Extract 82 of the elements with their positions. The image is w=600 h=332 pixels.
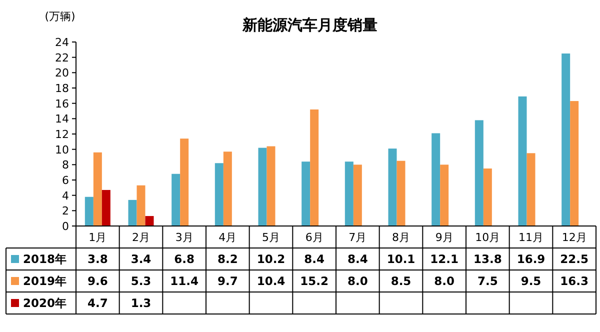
bar: [440, 164, 449, 226]
x-tick-label: 1月: [88, 231, 107, 244]
data-label: 3.4: [130, 252, 152, 266]
data-label: 1.3: [130, 296, 152, 310]
y-tick-label: 0: [62, 220, 69, 233]
data-label: 3.8: [87, 252, 108, 266]
bar: [258, 148, 267, 226]
bar: [562, 54, 570, 226]
bar: [310, 109, 319, 226]
data-label: 4.7: [87, 296, 108, 310]
x-tick-label: 12月: [562, 231, 587, 244]
bar: [266, 146, 276, 226]
data-label: 13.8: [473, 252, 502, 266]
x-tick-label: 8月: [392, 231, 410, 244]
data-label: 8.4: [347, 252, 368, 266]
bar: [483, 168, 492, 226]
y-axis-title: (万辆): [44, 10, 76, 23]
y-tick-label: 10: [55, 143, 69, 156]
bar: [474, 120, 484, 226]
data-label: 16.9: [516, 252, 546, 266]
legend-label: 2018年: [23, 252, 68, 266]
bar: [302, 162, 310, 226]
data-label: 12.1: [430, 252, 459, 266]
x-tick-label: 5月: [262, 231, 280, 244]
y-tick-label: 6: [62, 174, 69, 187]
data-label: 8.5: [390, 274, 412, 288]
y-tick-label: 12: [55, 128, 69, 141]
bar: [526, 153, 536, 226]
y-tick-label: 24: [55, 36, 69, 49]
data-label: 8.4: [304, 252, 325, 266]
x-tick-label: 10月: [475, 231, 500, 244]
bar: [102, 190, 110, 226]
legend-label: 2020年: [23, 296, 68, 310]
data-label: 10.4: [256, 274, 286, 288]
bar: [93, 152, 102, 226]
bar: [214, 163, 224, 226]
legend-label: 2019年: [23, 274, 68, 288]
x-tick-label: 2月: [132, 231, 150, 244]
bar: [136, 185, 146, 226]
data-label: 8.2: [217, 252, 238, 266]
bar: [145, 216, 154, 226]
y-tick-label: 8: [62, 158, 69, 172]
y-tick-label: 16: [55, 97, 69, 110]
x-tick-label: 4月: [218, 231, 237, 244]
data-label: 5.3: [130, 274, 152, 288]
data-label: 16.3: [560, 274, 589, 288]
x-tick-label: 6月: [305, 231, 324, 244]
bar: [223, 152, 232, 226]
bar: [172, 174, 180, 226]
data-label: 9.5: [520, 274, 542, 288]
data-label: 8.0: [347, 274, 368, 288]
data-label: 10.2: [256, 252, 286, 266]
data-label: 9.6: [87, 274, 108, 288]
bar: [344, 162, 354, 226]
y-tick-label: 4: [62, 189, 69, 202]
bar: [388, 148, 397, 226]
bar: [128, 200, 137, 226]
data-label: 7.5: [477, 274, 498, 288]
y-tick-label: 20: [55, 66, 69, 80]
data-label: 9.7: [217, 274, 238, 288]
x-tick-label: 7月: [348, 231, 367, 244]
bar: [84, 196, 94, 226]
data-label: 8.0: [434, 274, 455, 288]
y-tick-label: 14: [55, 112, 69, 126]
bar: [432, 133, 440, 226]
chart-title: 新能源汽车月度销量: [242, 16, 378, 34]
data-label: 6.8: [174, 252, 195, 266]
x-tick-label: 9月: [435, 231, 454, 244]
bar: [180, 138, 189, 226]
data-label: 22.5: [560, 252, 589, 266]
y-tick-label: 18: [55, 82, 69, 95]
data-label: 10.1: [386, 252, 416, 266]
data-label: 15.2: [300, 274, 329, 288]
x-tick-label: 3月: [175, 231, 194, 244]
y-tick-label: 2: [62, 204, 69, 218]
bar: [518, 96, 527, 226]
x-tick-label: 11月: [518, 231, 544, 244]
bar: [396, 160, 406, 226]
y-tick-label: 22: [55, 51, 69, 64]
bar: [353, 164, 362, 226]
data-label: 11.4: [170, 274, 199, 288]
bar: [570, 101, 579, 226]
